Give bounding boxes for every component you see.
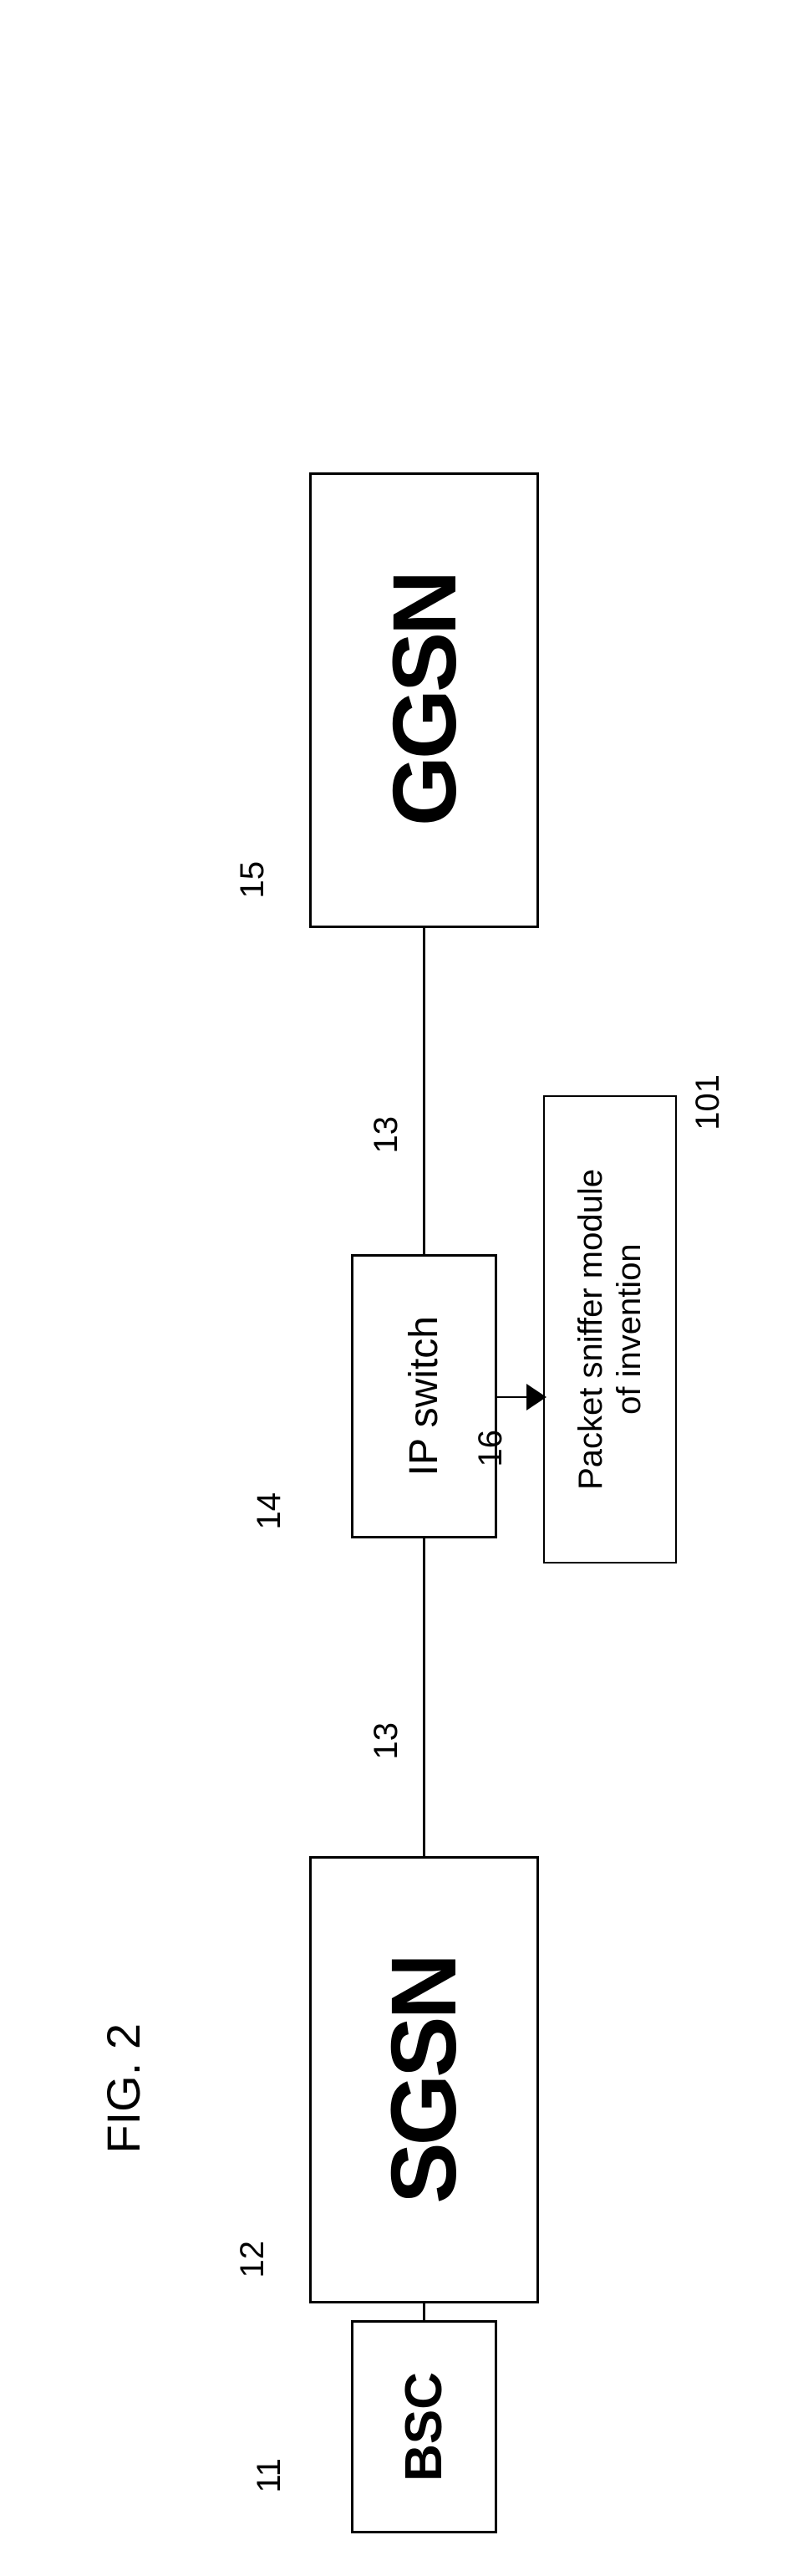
edge-ipswitch-ggsn-ref: 13 (368, 1116, 405, 1154)
node-sgsn-ref: 12 (234, 2241, 272, 2278)
node-sniffer-line1: Packet sniffer module (572, 1169, 609, 1490)
node-bsc-label: BSC (399, 2372, 450, 2482)
node-sgsn-label: SGSN (379, 1956, 470, 2204)
edge-bsc-sgsn (423, 2303, 425, 2320)
node-sniffer-line2: of invention (611, 1244, 648, 1416)
node-ipswitch-label: IP switch (404, 1316, 445, 1476)
node-sniffer: Packet sniffer module of invention (543, 1095, 677, 1563)
node-ggsn: GGSN (309, 472, 539, 928)
node-ipswitch: IP switch (351, 1254, 497, 1538)
node-bsc: BSC (351, 2320, 497, 2533)
node-sniffer-ref: 101 (689, 1074, 727, 1130)
edge-sgsn-ipswitch-ref: 13 (368, 1722, 405, 1760)
node-ggsn-label: GGSN (379, 574, 470, 826)
node-sniffer-label: Packet sniffer module of invention (572, 1169, 648, 1490)
node-bsc-ref: 11 (251, 2458, 288, 2493)
node-sgsn: SGSN (309, 1856, 539, 2303)
arrowhead-icon (526, 1384, 546, 1410)
figure-caption: FIG. 2 (100, 2023, 147, 2154)
edge-ipswitch-ggsn (423, 928, 425, 1254)
node-ipswitch-ref: 14 (251, 1492, 288, 1530)
edge-sgsn-ipswitch (423, 1538, 425, 1856)
diagram-canvas: BSC 11 SGSN 12 IP switch 14 GGSN 15 Pack… (0, 0, 793, 2576)
edge-ipswitch-sniffer-ref: 16 (472, 1430, 510, 1467)
node-ggsn-ref: 15 (234, 861, 272, 899)
